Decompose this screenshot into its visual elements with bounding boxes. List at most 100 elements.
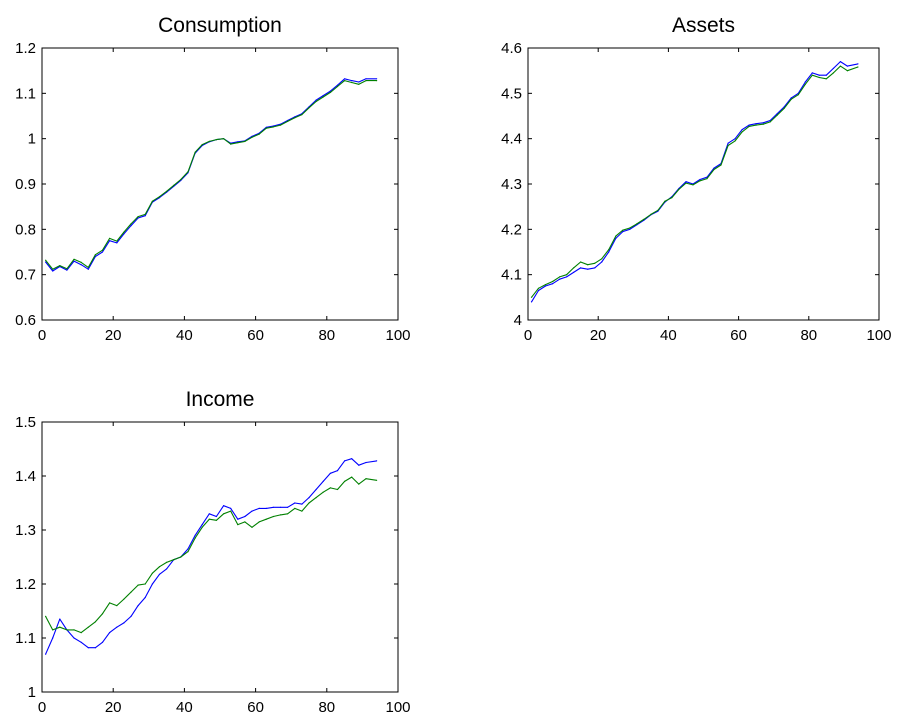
data-point (158, 573, 161, 575)
data-point (365, 80, 367, 82)
data-point (137, 584, 139, 586)
data-point (376, 78, 378, 80)
data-point (308, 502, 310, 504)
data-point (692, 184, 694, 186)
data-point (720, 164, 722, 166)
data-point (336, 84, 339, 86)
data-point (376, 460, 378, 462)
data-point (258, 133, 260, 135)
data-point (734, 138, 736, 140)
y-tick-label: 1.2 (15, 576, 36, 593)
data-point (258, 521, 260, 523)
data-point (629, 227, 631, 229)
data-point (279, 124, 282, 126)
data-point (608, 249, 610, 251)
data-point (223, 505, 225, 507)
data-point (594, 267, 596, 269)
data-point (566, 274, 568, 276)
data-point (279, 506, 282, 508)
data-point (329, 472, 331, 474)
data-point (622, 231, 624, 233)
data-point (358, 483, 360, 485)
data-point (80, 632, 82, 634)
data-point (344, 460, 346, 462)
x-tick-label: 0 (524, 327, 532, 344)
data-point (322, 480, 324, 482)
data-point (116, 605, 118, 607)
axes-frame (41, 47, 399, 321)
data-point (208, 140, 210, 142)
data-point (776, 113, 778, 115)
data-point (358, 81, 360, 83)
data-point (748, 124, 750, 126)
y-tick-label: 4 (514, 312, 522, 329)
data-point (237, 524, 239, 526)
data-point (80, 264, 82, 266)
data-point (173, 184, 175, 186)
x-tick-label: 20 (105, 699, 122, 716)
data-point (351, 476, 353, 478)
data-point (180, 556, 182, 558)
data-point (315, 497, 317, 499)
data-point (87, 266, 89, 268)
data-point (137, 605, 139, 607)
data-point (329, 91, 331, 93)
data-point (201, 526, 203, 528)
data-point (180, 178, 182, 181)
y-tick-label: 4.5 (501, 85, 522, 102)
data-point (376, 80, 378, 82)
x-tick-label: 100 (385, 327, 410, 344)
data-point (537, 287, 540, 289)
data-point (530, 296, 533, 298)
data-point (287, 513, 289, 515)
data-point (322, 491, 324, 493)
data-point (287, 506, 289, 508)
data-point (137, 216, 139, 218)
data-point (194, 151, 196, 153)
data-point (116, 626, 118, 628)
x-tick-label: 40 (176, 327, 193, 344)
data-point (194, 537, 196, 539)
data-point (301, 503, 303, 505)
data-point (734, 140, 736, 142)
data-point (87, 268, 89, 270)
data-point (201, 524, 203, 526)
y-tick-label: 0.6 (15, 312, 36, 329)
data-point (365, 461, 367, 464)
data-point (601, 261, 603, 263)
data-point (664, 200, 666, 202)
data-point (322, 96, 324, 98)
data-point (315, 488, 317, 491)
series-line-0 (531, 61, 859, 303)
data-point (223, 513, 225, 515)
data-point (537, 289, 540, 292)
data-point (116, 242, 118, 244)
y-tick-label: 4.6 (501, 40, 522, 57)
data-point (73, 260, 75, 262)
data-point (832, 67, 835, 69)
data-point (123, 233, 125, 235)
y-tick-label: 0.9 (15, 176, 36, 193)
plot-consumption: Consumption 0 20 40 60 80 100 0.6 0.7 0.8 0.9 1 1.1 1… (15, 14, 410, 344)
data-point (123, 598, 125, 600)
x-tick-label: 40 (176, 699, 193, 716)
data-point (59, 626, 61, 628)
data-point (755, 123, 757, 125)
data-point (804, 81, 806, 83)
data-point (52, 270, 54, 272)
data-point (825, 78, 827, 80)
data-point (94, 254, 96, 256)
data-point (73, 629, 75, 631)
data-point (580, 261, 582, 263)
data-point (636, 223, 638, 225)
data-point (818, 74, 820, 76)
data-point (158, 566, 161, 568)
data-point (294, 507, 296, 509)
data-point (109, 237, 111, 239)
y-tick-label: 4.3 (501, 176, 522, 193)
x-tick-label: 100 (385, 699, 410, 716)
data-point (45, 615, 47, 618)
data-point (230, 507, 232, 509)
data-point (594, 262, 596, 264)
